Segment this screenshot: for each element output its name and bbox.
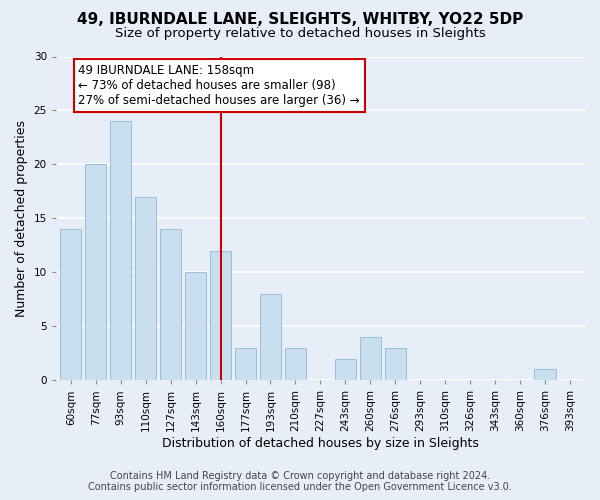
Y-axis label: Number of detached properties: Number of detached properties xyxy=(15,120,28,317)
Bar xyxy=(360,337,381,380)
Bar xyxy=(185,272,206,380)
Bar xyxy=(335,358,356,380)
Bar xyxy=(285,348,306,380)
Text: 49, IBURNDALE LANE, SLEIGHTS, WHITBY, YO22 5DP: 49, IBURNDALE LANE, SLEIGHTS, WHITBY, YO… xyxy=(77,12,523,28)
Bar xyxy=(385,348,406,380)
Bar xyxy=(85,164,106,380)
Bar xyxy=(60,229,82,380)
Text: 49 IBURNDALE LANE: 158sqm
← 73% of detached houses are smaller (98)
27% of semi-: 49 IBURNDALE LANE: 158sqm ← 73% of detac… xyxy=(78,64,360,107)
Bar xyxy=(110,122,131,380)
Text: Contains HM Land Registry data © Crown copyright and database right 2024.
Contai: Contains HM Land Registry data © Crown c… xyxy=(88,471,512,492)
Bar xyxy=(260,294,281,380)
X-axis label: Distribution of detached houses by size in Sleights: Distribution of detached houses by size … xyxy=(162,437,479,450)
Bar xyxy=(135,197,157,380)
Text: Size of property relative to detached houses in Sleights: Size of property relative to detached ho… xyxy=(115,28,485,40)
Bar xyxy=(160,229,181,380)
Bar xyxy=(210,251,231,380)
Bar xyxy=(535,370,556,380)
Bar xyxy=(235,348,256,380)
